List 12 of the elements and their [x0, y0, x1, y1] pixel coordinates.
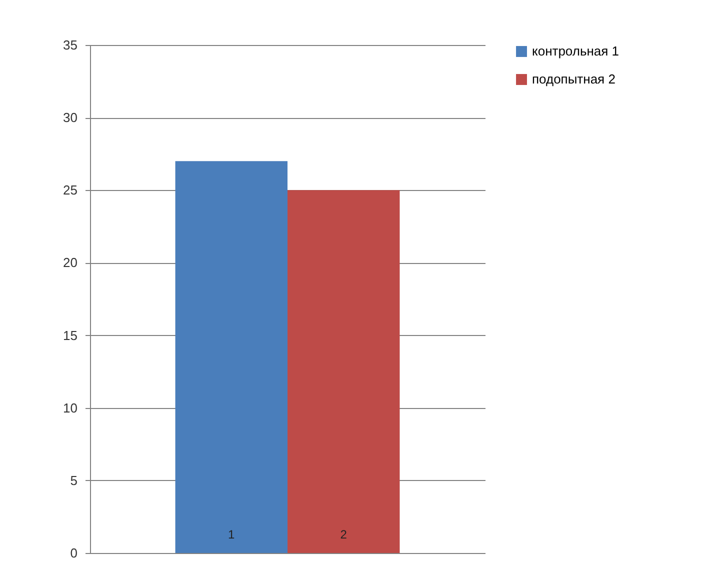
y-tick-label: 0 [70, 546, 78, 560]
y-tick-label: 25 [63, 182, 78, 198]
y-tick-label: 5 [70, 472, 78, 488]
y-tick-label: 10 [63, 400, 78, 416]
x-tick-label: 1 [228, 528, 236, 542]
y-tick-label: 30 [63, 110, 78, 126]
y-tick-label: 15 [63, 328, 78, 343]
legend-label: подопытная 2 [532, 72, 616, 86]
y-tick-label: 20 [63, 255, 78, 270]
x-tick-label: 2 [340, 528, 348, 542]
y-tick-label: 35 [63, 38, 78, 52]
legend-label: контрольная 1 [532, 44, 620, 58]
